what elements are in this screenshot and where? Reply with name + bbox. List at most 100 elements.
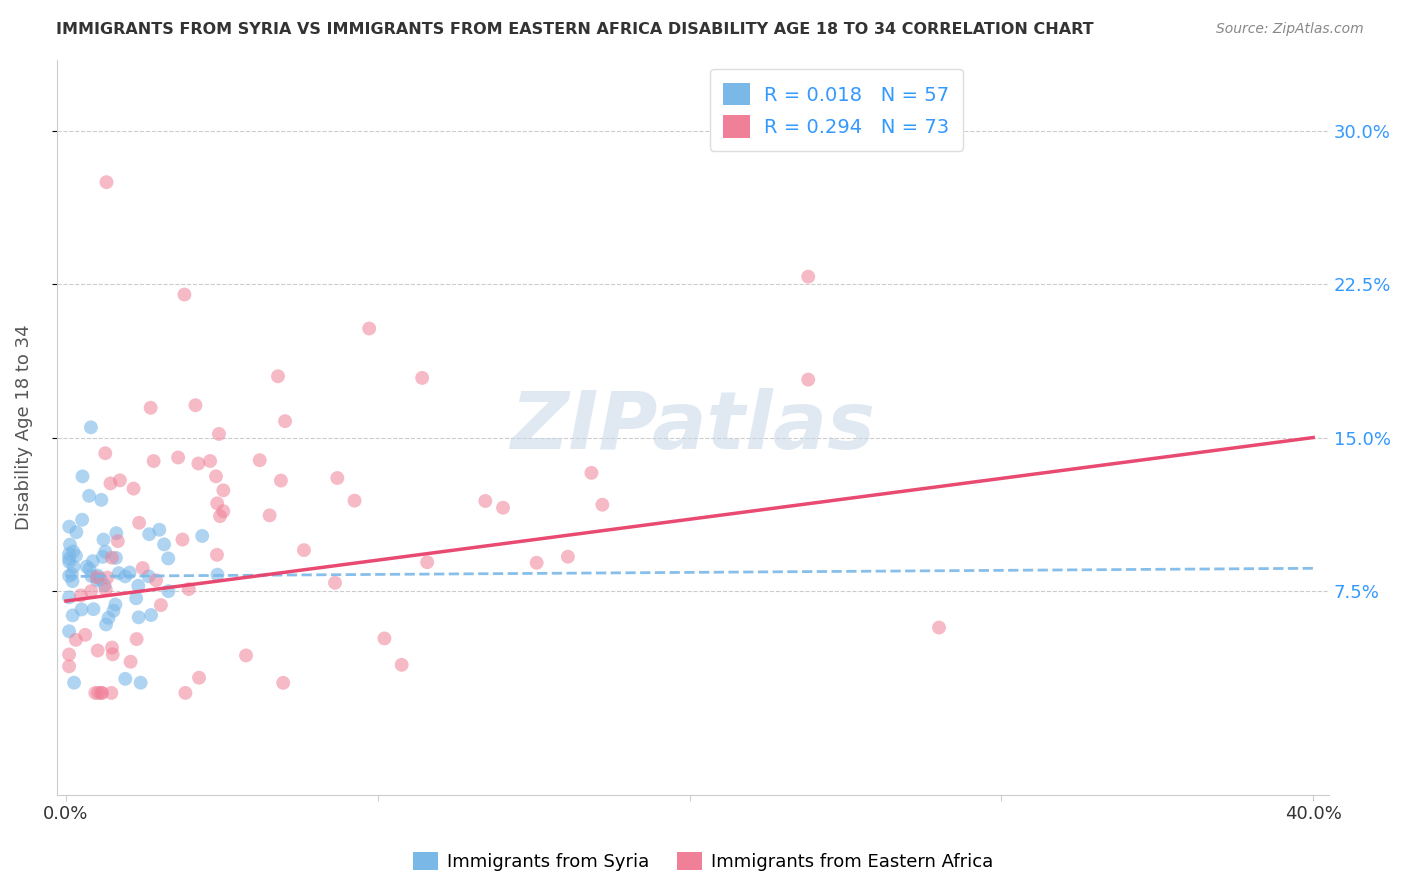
Point (208, 426, 231, 441)
Point (167, 450, 190, 465)
Point (86, 643, 108, 657)
Point (77, 489, 100, 503)
Point (212, 483, 235, 498)
Point (205, 548, 228, 562)
Point (235, 648, 257, 663)
Point (93, 578, 115, 592)
Text: Source: ZipAtlas.com: Source: ZipAtlas.com (1216, 22, 1364, 37)
Point (526, 556, 548, 570)
Text: ZIPatlas: ZIPatlas (510, 388, 875, 467)
Point (259, 508, 281, 523)
Point (65, 632, 87, 647)
Point (101, 550, 124, 565)
Point (142, 454, 165, 468)
Point (270, 474, 292, 488)
Point (70, 589, 93, 603)
Point (97, 611, 120, 625)
Point (205, 469, 228, 483)
Point (59, 538, 82, 552)
Point (173, 287, 195, 301)
Point (108, 474, 131, 488)
Point (94, 545, 117, 559)
Point (58, 551, 80, 566)
Point (94, 617, 117, 632)
Point (101, 648, 124, 662)
Point (373, 632, 395, 646)
Point (271, 676, 294, 690)
Point (79, 562, 101, 576)
Point (93, 533, 115, 547)
Point (101, 640, 124, 655)
Point (58, 547, 80, 561)
Point (139, 608, 162, 623)
Point (557, 549, 579, 564)
Point (128, 516, 150, 530)
Point (128, 610, 150, 624)
Point (797, 269, 820, 284)
Point (63, 675, 86, 690)
Point (207, 567, 229, 582)
Point (581, 466, 603, 480)
Point (104, 550, 127, 565)
Point (138, 569, 160, 583)
Legend: R = 0.018   N = 57, R = 0.294   N = 73: R = 0.018 N = 57, R = 0.294 N = 73 (710, 70, 963, 151)
Point (103, 604, 125, 618)
Y-axis label: Disability Age 18 to 34: Disability Age 18 to 34 (15, 325, 32, 530)
Point (326, 471, 349, 485)
Point (94, 446, 117, 460)
Point (96, 571, 118, 585)
Point (411, 371, 433, 385)
Point (70, 602, 93, 616)
Point (58, 569, 80, 583)
Point (100, 686, 122, 700)
Text: IMMIGRANTS FROM SYRIA VS IMMIGRANTS FROM EASTERN AFRICA DISABILITY AGE 18 TO 34 : IMMIGRANTS FROM SYRIA VS IMMIGRANTS FROM… (56, 22, 1094, 37)
Point (129, 675, 152, 690)
Point (72, 469, 94, 483)
Point (70, 513, 93, 527)
Point (62, 559, 84, 574)
Point (125, 591, 148, 606)
Point (87, 686, 110, 700)
Point (188, 671, 211, 685)
Point (89, 572, 111, 586)
Point (127, 579, 149, 593)
Legend: Immigrants from Syria, Immigrants from Eastern Africa: Immigrants from Syria, Immigrants from E… (406, 845, 1000, 879)
Point (83, 602, 105, 616)
Point (797, 373, 820, 387)
Point (118, 566, 141, 580)
Point (58, 519, 80, 533)
Point (928, 621, 950, 635)
Point (292, 543, 315, 558)
Point (591, 498, 613, 512)
Point (359, 321, 381, 335)
Point (80, 420, 103, 434)
Point (62, 544, 84, 558)
Point (62, 574, 84, 588)
Point (114, 569, 136, 583)
Point (198, 454, 221, 468)
Point (323, 575, 346, 590)
Point (474, 494, 496, 508)
Point (191, 529, 214, 543)
Point (75, 628, 97, 642)
Point (157, 584, 180, 599)
Point (212, 504, 235, 518)
Point (91, 686, 114, 700)
Point (114, 672, 136, 686)
Point (104, 598, 127, 612)
Point (148, 523, 170, 537)
Point (492, 500, 515, 515)
Point (174, 686, 197, 700)
Point (58, 555, 80, 569)
Point (90, 686, 112, 700)
Point (62, 608, 84, 623)
Point (80, 584, 103, 599)
Point (172, 533, 194, 547)
Point (149, 598, 172, 612)
Point (58, 648, 80, 662)
Point (249, 453, 271, 467)
Point (80, 569, 103, 583)
Point (120, 655, 142, 669)
Point (274, 414, 297, 428)
Point (91, 549, 114, 564)
